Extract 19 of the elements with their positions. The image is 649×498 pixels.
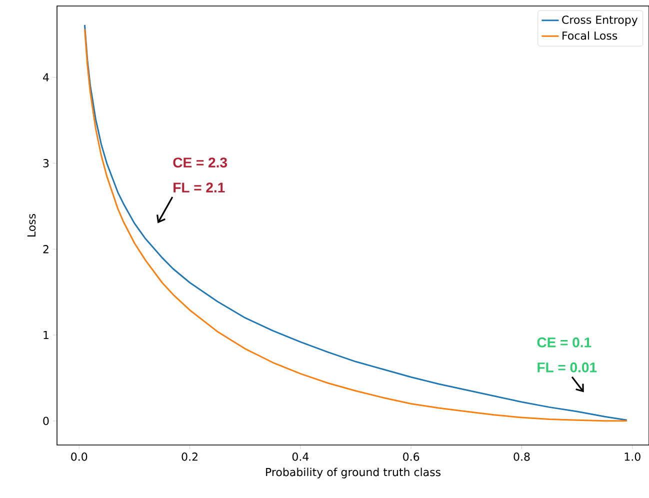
x-axis-title: Probability of ground truth class <box>266 468 441 478</box>
y-tick-label: 3 <box>43 159 49 168</box>
y-tick-label: 1 <box>44 331 48 340</box>
x-tick-label: 1.0 <box>624 452 640 461</box>
x-tick-label: 0.4 <box>292 452 309 461</box>
annotation: FL = 2.1 <box>174 182 225 192</box>
annotation: CE = 2.3 <box>173 158 227 168</box>
y-axis-title: Loss <box>27 214 36 236</box>
annotation: CE = 0.1 <box>537 337 592 348</box>
x-tick-label: 0.2 <box>182 452 198 461</box>
annotation: FL = 0.01 <box>538 362 597 372</box>
x-tick-label: 0.8 <box>514 452 530 461</box>
y-tick-label: 4 <box>43 73 49 82</box>
x-tick-label: 0.6 <box>403 452 420 461</box>
legend-label: Focal Loss <box>562 31 618 40</box>
legend-label: Cross Entropy <box>562 16 638 26</box>
x-tick-label: 0.0 <box>71 452 88 461</box>
y-tick-label: 2 <box>43 245 48 254</box>
y-tick-label: 0 <box>43 416 49 426</box>
